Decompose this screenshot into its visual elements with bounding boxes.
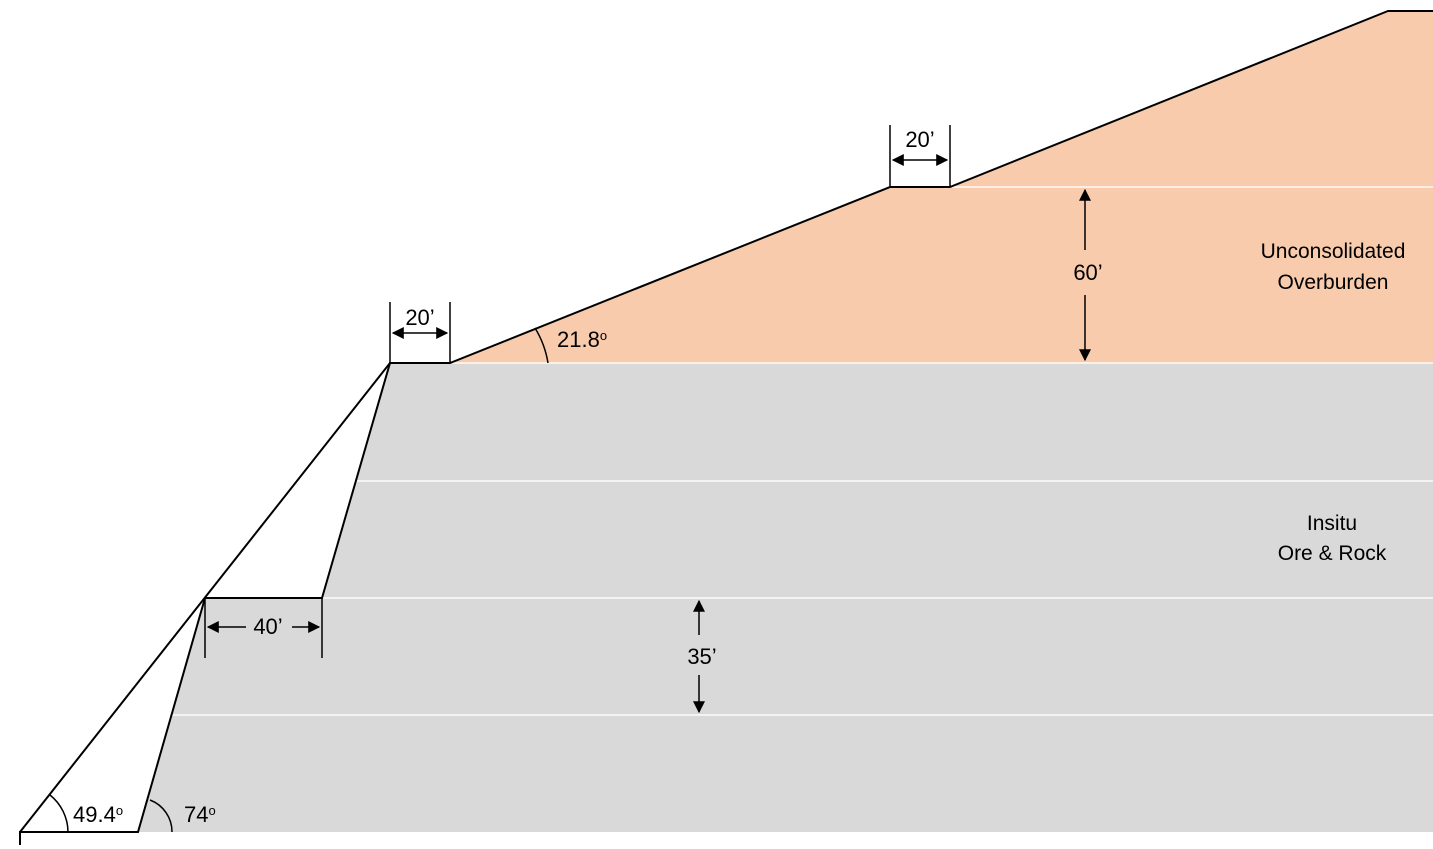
upper-bench-dimension: 20’	[889, 125, 951, 187]
rock-label-line1: Insitu	[1307, 512, 1357, 535]
overall-slope-line	[19, 362, 391, 833]
overall-angle-arc	[49, 794, 69, 833]
face-angle-label: 74o	[184, 802, 216, 827]
overburden-height-label: 60’	[1073, 260, 1102, 285]
bench-lines	[172, 186, 1433, 716]
rock-bench-height-dimension: 35’	[687, 599, 717, 714]
lower-bench-width-label: 20’	[405, 305, 434, 330]
overburden-label-line2: Overburden	[1278, 271, 1389, 294]
rock-label-line2: Ore & Rock	[1278, 542, 1387, 565]
overburden-angle-label: 21.8o	[557, 327, 607, 352]
overall-angle-label: 49.4o	[73, 802, 123, 827]
upper-bench-width-label: 20’	[905, 127, 934, 152]
overburden-label-line1: Unconsolidated	[1261, 240, 1406, 263]
overburden-height-dimension: 60’	[1073, 188, 1103, 362]
face-angle-arc	[149, 799, 173, 833]
rock-bench-width-label: 40’	[253, 614, 282, 639]
lower-bench-dimension: 20’	[389, 302, 451, 363]
overburden-angle-arc	[534, 327, 549, 364]
rock-bench-height-label: 35’	[687, 644, 716, 669]
rock-bench-dimension: 40’	[204, 598, 323, 658]
